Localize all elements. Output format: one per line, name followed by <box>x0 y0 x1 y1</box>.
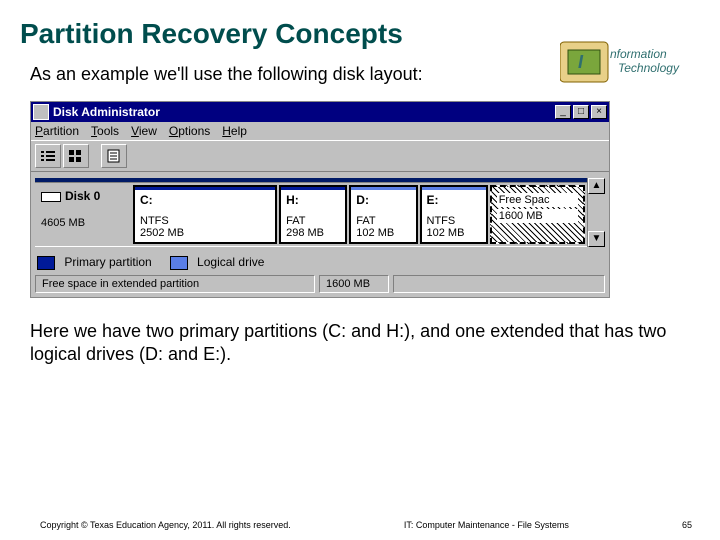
partition-d[interactable]: D: FAT 102 MB <box>349 185 417 244</box>
legend-logical: Logical drive <box>170 255 265 270</box>
partition-e[interactable]: E: NTFS 102 MB <box>420 185 488 244</box>
app-icon <box>33 104 49 120</box>
status-label: Free space in extended partition <box>35 275 315 293</box>
disk-admin-window: Disk Administrator _ □ × Partition Tools… <box>30 101 610 298</box>
menu-view[interactable]: View <box>131 124 157 138</box>
menubar: Partition Tools View Options Help <box>31 122 609 140</box>
it-logo: I nformation Technology <box>560 30 690 90</box>
grid-icon[interactable] <box>63 144 89 168</box>
close-button[interactable]: × <box>591 105 607 119</box>
menu-partition[interactable]: Partition <box>35 124 79 138</box>
legend-primary: Primary partition <box>37 255 152 270</box>
outro-text: Here we have two primary partitions (C: … <box>0 298 720 367</box>
disk-row: Disk 0 4605 MB C: NTFS 2502 MB H: FAT 29… <box>35 182 587 247</box>
toolbar <box>31 140 609 172</box>
footer: Copyright © Texas Education Agency, 2011… <box>0 520 720 530</box>
menu-tools[interactable]: Tools <box>91 124 119 138</box>
titlebar: Disk Administrator _ □ × <box>31 102 609 122</box>
status-spacer <box>393 275 605 293</box>
menu-options[interactable]: Options <box>169 124 210 138</box>
partition-c[interactable]: C: NTFS 2502 MB <box>133 185 277 244</box>
status-value: 1600 MB <box>319 275 389 293</box>
minimize-button[interactable]: _ <box>555 105 571 119</box>
svg-text:Technology: Technology <box>618 61 680 75</box>
footer-copyright: Copyright © Texas Education Agency, 2011… <box>20 520 291 530</box>
partition-strip: C: NTFS 2502 MB H: FAT 298 MB D: FAT <box>131 183 587 246</box>
properties-icon[interactable] <box>101 144 127 168</box>
footer-page: 65 <box>682 520 700 530</box>
scroll-up-button[interactable]: ▲ <box>588 178 605 194</box>
partition-h[interactable]: H: FAT 298 MB <box>279 185 347 244</box>
svg-text:nformation: nformation <box>610 47 667 61</box>
primary-swatch <box>37 256 55 270</box>
footer-course: IT: Computer Maintenance - File Systems <box>404 520 569 530</box>
vertical-scrollbar[interactable]: ▲ ▼ <box>587 178 605 247</box>
status-bar: Free space in extended partition 1600 MB <box>31 272 609 297</box>
disk-label: Disk 0 4605 MB <box>35 183 131 246</box>
logical-swatch <box>170 256 188 270</box>
partition-free[interactable]: Free Spac 1600 MB <box>490 185 585 244</box>
maximize-button[interactable]: □ <box>573 105 589 119</box>
disk-icon <box>41 192 61 202</box>
scroll-down-button[interactable]: ▼ <box>588 231 605 247</box>
disk-area: Disk 0 4605 MB C: NTFS 2502 MB H: FAT 29… <box>31 172 609 251</box>
window-title: Disk Administrator <box>53 105 555 119</box>
list-icon[interactable] <box>35 144 61 168</box>
legend: Primary partition Logical drive <box>31 251 609 272</box>
menu-help[interactable]: Help <box>222 124 247 138</box>
